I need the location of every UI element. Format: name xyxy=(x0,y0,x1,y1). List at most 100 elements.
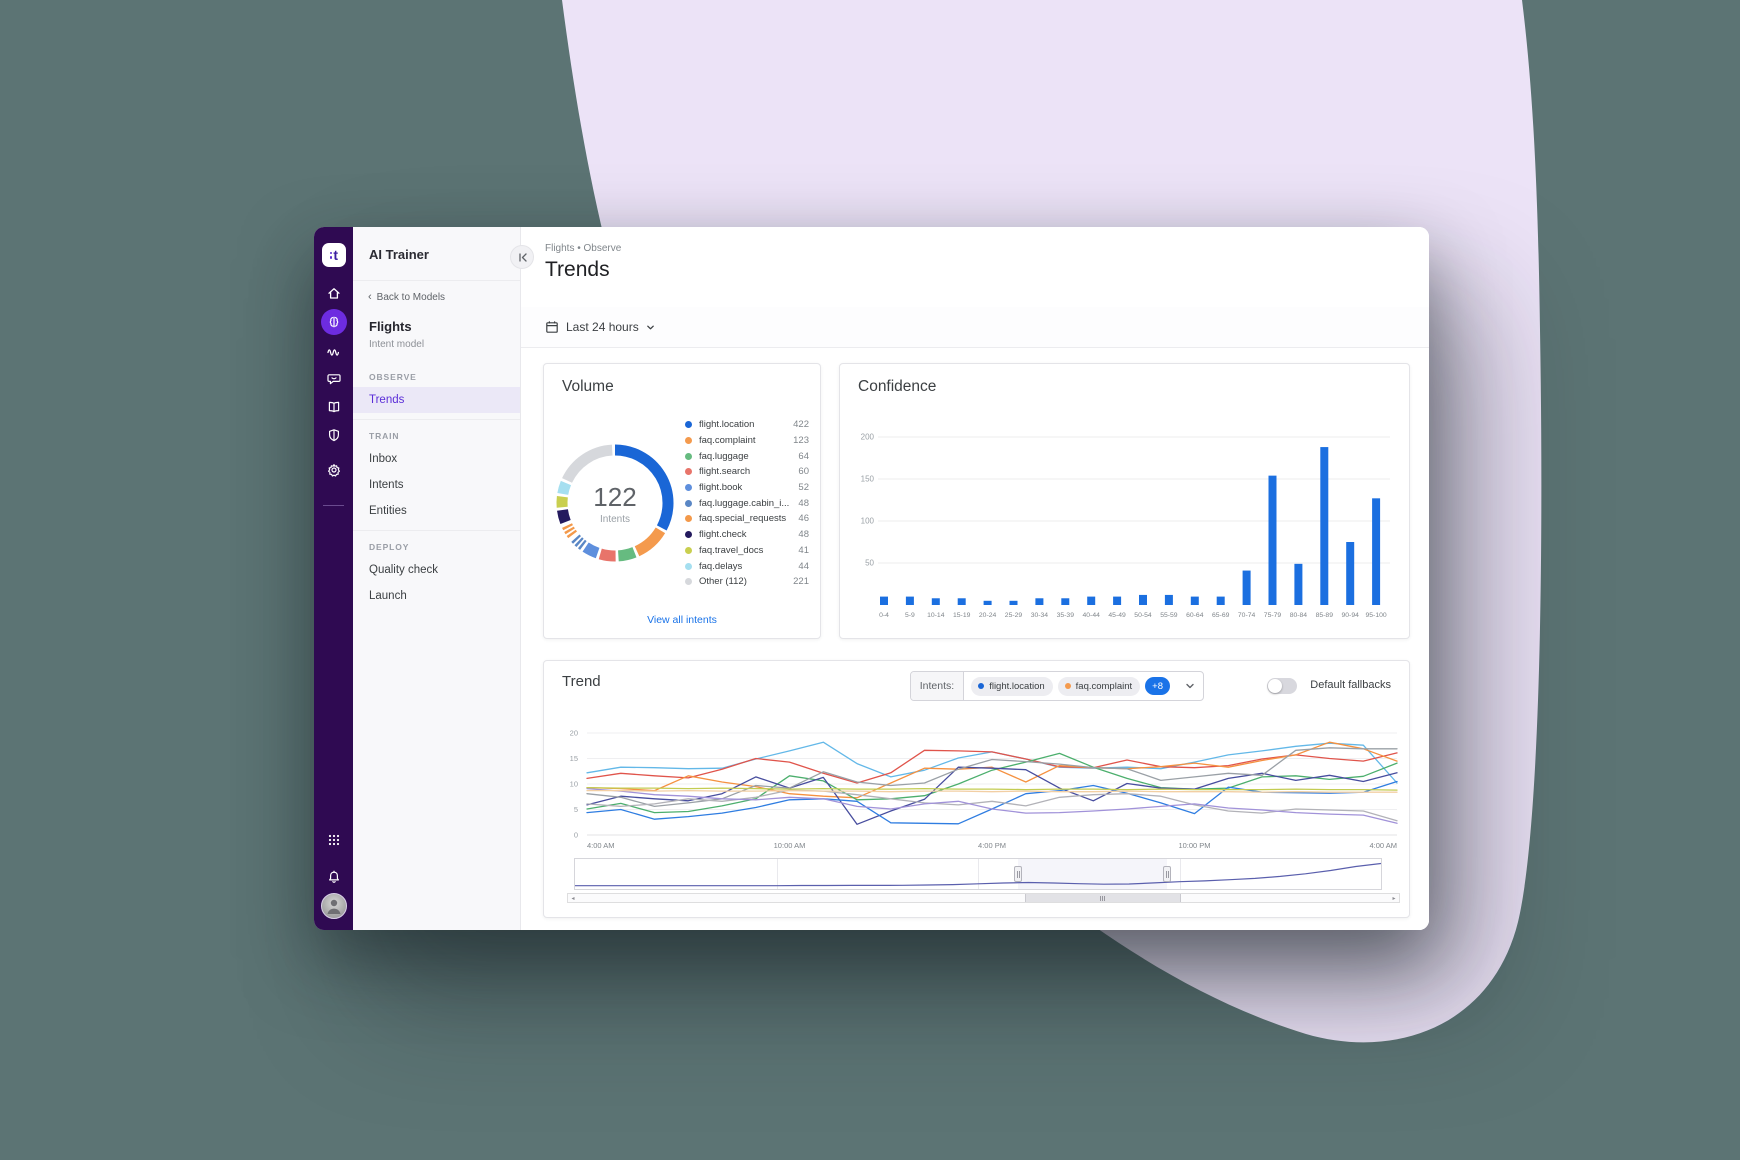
legend-label: flight.location xyxy=(699,419,755,431)
intents-filter-label: Intents: xyxy=(910,672,965,700)
svg-text:5: 5 xyxy=(574,805,578,814)
svg-text:50: 50 xyxy=(865,559,874,568)
svg-text:55-59: 55-59 xyxy=(1160,612,1178,619)
navigator-right-handle[interactable] xyxy=(1163,866,1172,882)
more-intents-pill[interactable]: +8 xyxy=(1145,677,1170,695)
apps-grid-icon[interactable] xyxy=(326,832,342,848)
section-label: OBSERVE xyxy=(369,372,417,382)
svg-text:15: 15 xyxy=(570,754,578,763)
svg-text:65-69: 65-69 xyxy=(1212,612,1230,619)
legend-dot-icon xyxy=(685,515,692,523)
brain-icon[interactable] xyxy=(326,314,342,330)
sidebar-item-launch[interactable]: Launch xyxy=(369,590,407,602)
legend-item: faq.luggage.cabin_i... 48 xyxy=(685,495,809,511)
chat-icon[interactable] xyxy=(326,371,342,387)
sidebar-section-train: TRAIN Inbox Intents Entities xyxy=(353,419,520,530)
scrollbar-thumb[interactable] xyxy=(1025,894,1181,902)
navigator-gridline xyxy=(1179,859,1181,889)
chip-label: flight.location xyxy=(989,680,1045,692)
svg-text:20: 20 xyxy=(570,729,578,738)
legend-dot-icon xyxy=(685,499,692,507)
legend-dot-icon xyxy=(685,531,692,539)
intents-filter: Intents: flight.location faq.complaint +8 xyxy=(909,671,1204,701)
svg-text:45-49: 45-49 xyxy=(1108,612,1126,619)
trend-navigator xyxy=(574,858,1382,890)
default-fallbacks-toggle[interactable] xyxy=(1267,678,1297,694)
chip-dot-icon xyxy=(978,683,985,689)
user-avatar[interactable] xyxy=(320,893,347,919)
section-label: TRAIN xyxy=(369,431,400,441)
svg-text:0: 0 xyxy=(574,831,578,840)
legend-dot-icon xyxy=(685,452,692,460)
sidebar-item-quality-check[interactable]: Quality check xyxy=(369,564,439,576)
svg-text:0-4: 0-4 xyxy=(879,612,889,619)
model-type: Intent model xyxy=(369,339,425,350)
trend-card: Trend Intents: flight.location faq.compla… xyxy=(543,660,1410,918)
chevron-down-icon[interactable] xyxy=(646,323,655,332)
legend-value: 422 xyxy=(793,419,809,431)
volume-donut-chart: 122 Intents xyxy=(548,436,682,570)
sidebar-item-intents[interactable]: Intents xyxy=(369,479,404,491)
svg-text:10:00 PM: 10:00 PM xyxy=(1178,841,1210,850)
legend-label: faq.luggage.cabin_i... xyxy=(699,497,790,509)
legend-label: flight.check xyxy=(699,529,747,541)
svg-text:150: 150 xyxy=(861,475,875,484)
sidebar-nav: OBSERVE Trends TRAIN Inbox Intents Entities DE… xyxy=(353,361,520,615)
sidebar: AI Trainer ‹ Back to Models Flights Inte… xyxy=(353,227,521,930)
sidebar-item-entities[interactable]: Entities xyxy=(369,505,407,517)
svg-text:200: 200 xyxy=(861,433,875,442)
waveform-icon[interactable] xyxy=(326,344,342,360)
legend-label: faq.travel_docs xyxy=(699,544,764,556)
svg-text:10-14: 10-14 xyxy=(927,612,945,619)
svg-text:15-19: 15-19 xyxy=(953,612,971,619)
app-window: t xyxy=(314,227,1429,930)
legend-item: flight.book 52 xyxy=(685,480,809,496)
sidebar-item-trends[interactable]: Trends xyxy=(353,387,520,413)
back-to-models-link[interactable]: ‹ Back to Models xyxy=(368,291,445,303)
navigator-line xyxy=(575,862,1381,887)
gear-icon[interactable] xyxy=(326,462,342,478)
time-range-selector[interactable]: Last 24 hours xyxy=(566,320,639,334)
legend-label: faq.luggage xyxy=(699,450,749,462)
chip-label: faq.complaint xyxy=(1075,680,1133,692)
intent-chip-faq-complaint[interactable]: faq.complaint xyxy=(1057,676,1141,696)
model-name: Flights xyxy=(369,319,412,334)
scroll-right-arrow-icon[interactable]: ▸ xyxy=(1392,895,1396,902)
legend-item: flight.check 48 xyxy=(685,527,809,543)
sidebar-item-inbox[interactable]: Inbox xyxy=(369,453,398,465)
legend-value: 123 xyxy=(793,435,809,447)
trend-scrollbar[interactable]: ◂ ▸ xyxy=(567,893,1400,903)
volume-card-title: Volume xyxy=(562,378,614,395)
legend-label: faq.delays xyxy=(699,560,743,572)
intent-chips: flight.location faq.complaint +8 xyxy=(964,672,1177,700)
legend-item: faq.delays 44 xyxy=(685,558,809,574)
svg-text:10: 10 xyxy=(570,780,578,789)
bell-icon[interactable] xyxy=(326,869,342,885)
svg-text:5-9: 5-9 xyxy=(905,612,915,619)
filter-chevron-down-icon[interactable] xyxy=(1177,672,1203,700)
sidebar-section-deploy: DEPLOY Quality check Launch xyxy=(353,530,520,615)
legend-item: flight.location 422 xyxy=(685,417,809,433)
confidence-card: Confidence 50 100 150 200 0-4 5-9 10-14 15-19 20… xyxy=(839,363,1410,639)
view-all-intents-link[interactable]: View all intents xyxy=(647,614,717,626)
collapse-sidebar-button[interactable] xyxy=(510,245,534,269)
legend-value: 52 xyxy=(798,482,809,494)
legend-dot-icon xyxy=(685,562,692,570)
scroll-left-arrow-icon[interactable]: ◂ xyxy=(571,895,575,902)
trend-line-chart: 0 5 10 15 20 4:00 AM 10:00 AM 4:00 PM 10:00 PM 4:… xyxy=(570,729,1398,850)
intent-chip-flight-location[interactable]: flight.location xyxy=(971,676,1053,696)
legend-item: Other (112) 221 xyxy=(685,574,809,590)
dashboard-content: Volume 122 Intents flight.location 422 faq… xyxy=(521,349,1429,930)
legend-label: faq.special_requests xyxy=(699,513,787,525)
legend-value: 60 xyxy=(798,466,809,478)
home-icon[interactable] xyxy=(326,285,342,301)
page-title: Trends xyxy=(545,258,610,281)
rail-divider xyxy=(323,505,344,506)
navigator-left-handle[interactable] xyxy=(1014,866,1023,882)
shield-icon[interactable] xyxy=(326,427,342,443)
brand-logo-icon[interactable]: t xyxy=(322,243,346,267)
legend-value: 48 xyxy=(798,497,809,509)
sidebar-section-observe: OBSERVE Trends xyxy=(353,361,520,419)
book-icon[interactable] xyxy=(326,399,342,415)
